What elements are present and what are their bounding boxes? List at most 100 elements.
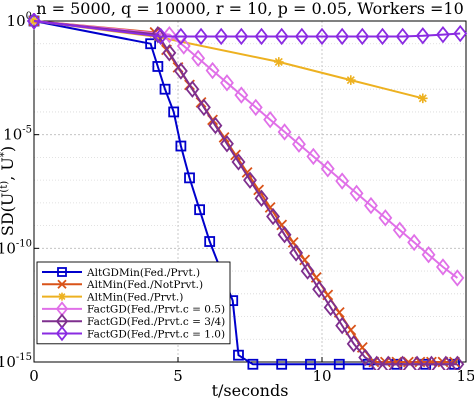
data-point-diamond xyxy=(289,244,304,262)
data-point-diamond xyxy=(315,27,329,46)
data-point-square xyxy=(145,38,157,50)
data-point-diamond xyxy=(292,135,306,153)
data-point-square xyxy=(159,83,171,95)
y-tick-label: 10-5 xyxy=(3,125,32,144)
y-axis-label-mid: , U xyxy=(0,157,17,181)
data-point-diamond xyxy=(358,348,373,367)
data-point-diamond xyxy=(162,25,177,44)
y-axis-label-sup2: * xyxy=(0,152,10,157)
data-point-diamond xyxy=(254,27,269,46)
y-axis-label-base: SD(U xyxy=(0,193,17,237)
data-point-diamond xyxy=(220,74,234,92)
data-point-diamond xyxy=(346,335,361,353)
x-axis-label: t/seconds xyxy=(212,381,289,400)
data-point-diamond xyxy=(274,27,289,46)
data-point-diamond xyxy=(450,355,465,370)
data-point-square xyxy=(184,172,195,184)
data-point-diamond xyxy=(150,25,165,44)
series-line xyxy=(33,20,459,279)
y-tick-label: 10-15 xyxy=(0,352,32,371)
data-point-diamond xyxy=(410,355,424,370)
data-point-diamond xyxy=(231,153,246,171)
data-point-diamond xyxy=(323,298,338,317)
data-point-asterisk xyxy=(58,292,66,301)
data-point-diamond xyxy=(185,80,200,98)
data-point-diamond xyxy=(369,355,384,370)
data-point-diamond xyxy=(300,262,315,280)
data-point-diamond xyxy=(335,27,350,46)
legend-label: FactGD(Fed./Prvt.c = 0.5) xyxy=(87,304,225,316)
data-point-diamond xyxy=(263,110,278,129)
data-point-diamond xyxy=(214,27,229,46)
data-point-diamond xyxy=(424,355,439,370)
data-point-square xyxy=(247,358,259,370)
data-point-diamond xyxy=(162,44,177,62)
data-point-diamond xyxy=(438,355,453,370)
data-point-square xyxy=(276,358,288,370)
data-point-diamond xyxy=(335,316,350,335)
legend-label: AltMin(Fed./Prvt.) xyxy=(86,291,183,303)
legend-box xyxy=(36,261,231,345)
data-point-diamond xyxy=(378,209,393,227)
data-point-square xyxy=(305,358,316,370)
data-point-diamond xyxy=(450,269,465,287)
data-point-diamond xyxy=(421,246,436,264)
data-point-square xyxy=(168,106,180,118)
data-point-diamond xyxy=(196,98,211,117)
data-point-diamond xyxy=(395,355,410,370)
x-tick-label: 15 xyxy=(456,367,474,385)
data-point-diamond xyxy=(436,258,450,276)
x-tick-label: 5 xyxy=(173,367,183,385)
y-axis-label: SD(U(t), U*) xyxy=(0,146,17,236)
y-tick-label: 10-10 xyxy=(0,238,32,257)
data-point-square xyxy=(152,61,164,72)
data-point-diamond xyxy=(364,196,378,215)
data-point-diamond xyxy=(234,27,249,46)
x-tick-label: 10 xyxy=(312,367,331,385)
data-point-x xyxy=(253,184,265,196)
data-point-diamond xyxy=(220,135,234,153)
data-point-diamond xyxy=(208,116,223,135)
data-point-diamond xyxy=(381,355,396,370)
data-point-square xyxy=(204,236,216,247)
data-point-diamond xyxy=(312,280,327,298)
legend-label: FactGD(Fed./Prvt.c = 3/4) xyxy=(87,316,225,328)
data-point-diamond xyxy=(277,123,292,141)
series-6 xyxy=(27,13,468,46)
y-axis-label-sup1: (t) xyxy=(0,181,10,193)
data-point-diamond xyxy=(407,233,422,252)
data-point-diamond xyxy=(320,160,335,178)
y-axis-label-end: ) xyxy=(0,146,17,152)
data-point-square xyxy=(233,349,244,361)
data-point-x xyxy=(57,279,67,289)
series-5 xyxy=(27,13,465,370)
data-point-diamond xyxy=(191,49,206,67)
data-point-diamond xyxy=(277,226,292,244)
data-point-diamond xyxy=(335,172,350,190)
data-point-diamond xyxy=(453,24,468,43)
series-4 xyxy=(27,13,465,287)
data-point-diamond xyxy=(306,147,321,166)
data-point-asterisk xyxy=(418,93,428,104)
data-point-square xyxy=(57,267,67,277)
data-point-diamond xyxy=(194,27,208,46)
x-tick-label: 0 xyxy=(29,367,39,385)
chart-title: n = 5000, q = 10000, r = 10, p = 0.05, W… xyxy=(36,0,464,18)
data-point-diamond xyxy=(27,13,41,30)
data-point-asterisk xyxy=(346,75,356,85)
data-point-diamond xyxy=(375,27,390,46)
data-point-diamond xyxy=(294,27,309,46)
data-point-diamond xyxy=(436,25,450,44)
data-point-square xyxy=(175,140,187,152)
data-point-diamond xyxy=(392,221,407,239)
legend: AltGDMin(Fed./Prvt.)AltMin(Fed./NotPrvt.… xyxy=(36,261,231,345)
data-point-diamond xyxy=(205,61,220,80)
data-point-diamond xyxy=(248,98,263,117)
data-point-diamond xyxy=(234,86,249,104)
data-point-square xyxy=(333,358,345,370)
data-point-asterisk xyxy=(274,57,284,67)
data-point-diamond xyxy=(395,27,410,46)
legend-label: FactGD(Fed./Prvt.c = 1.0) xyxy=(87,328,225,340)
